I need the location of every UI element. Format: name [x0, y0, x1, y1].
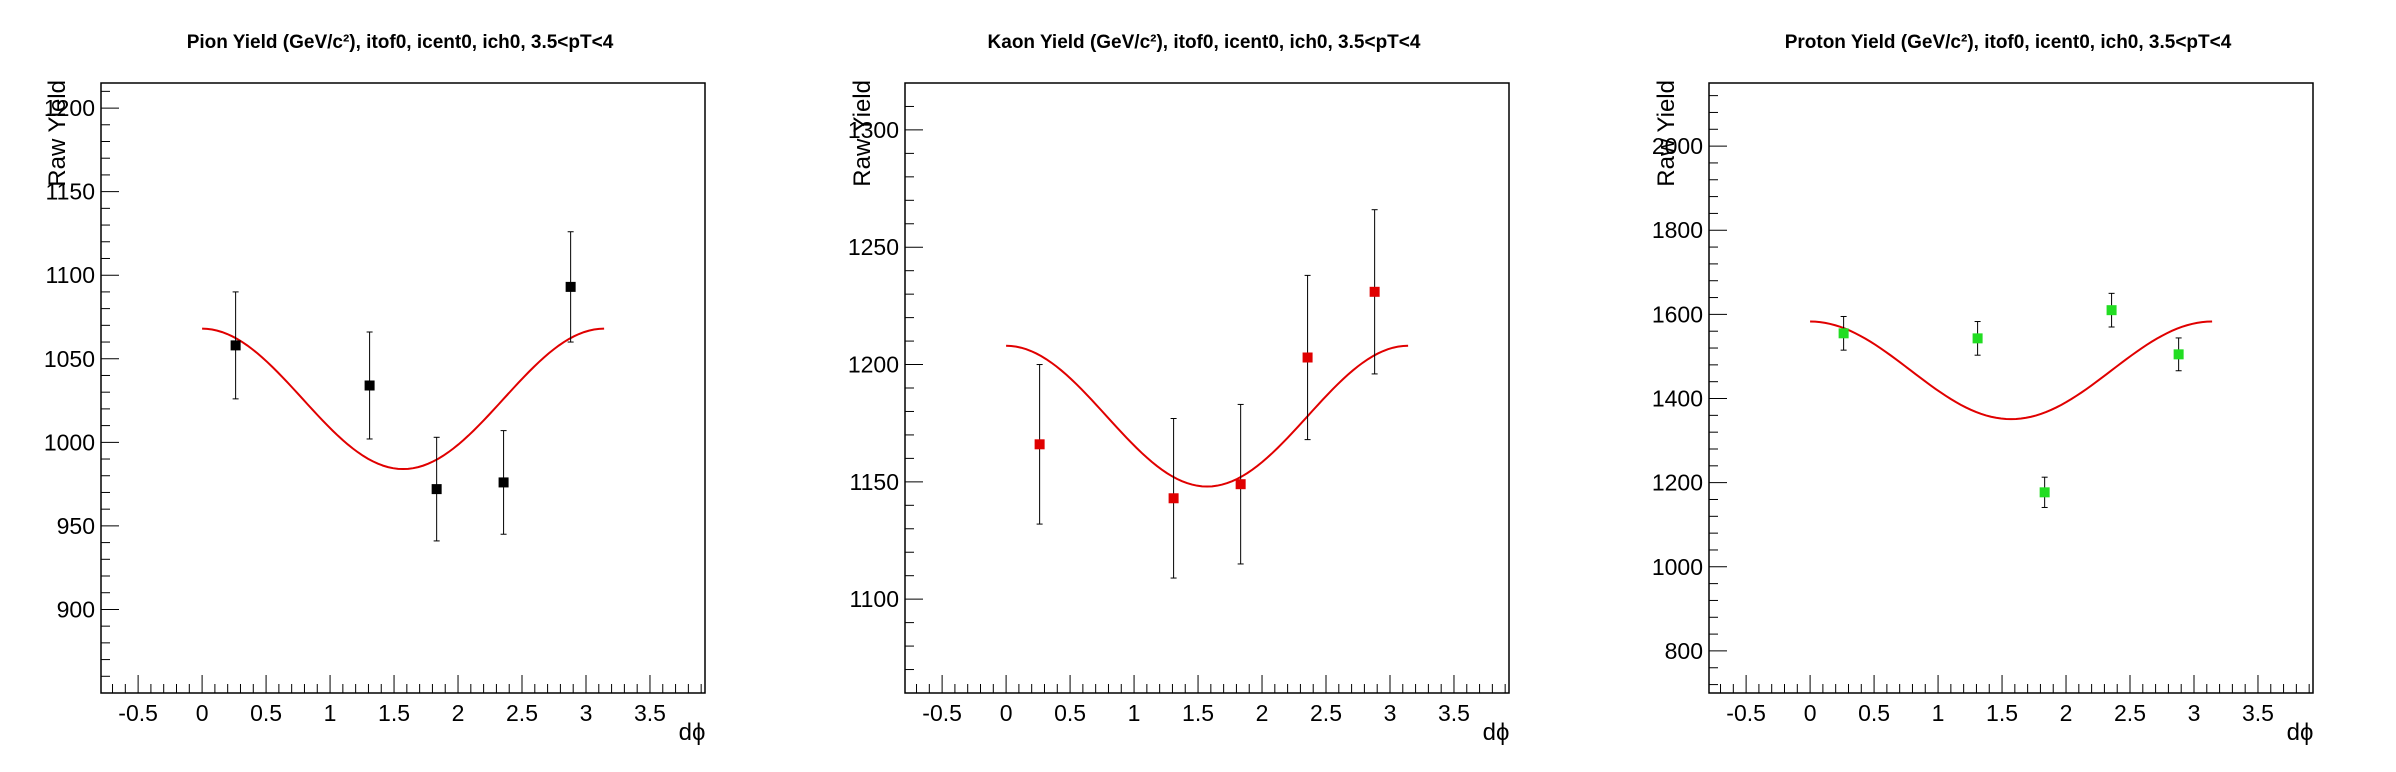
data-point	[431, 484, 442, 495]
data-point	[1369, 286, 1380, 297]
y-tick-label: 1200	[1652, 470, 1703, 496]
data-point	[1168, 493, 1179, 504]
y-tick-label: 900	[57, 596, 95, 622]
x-axis-label: dϕ	[2287, 719, 2314, 746]
fit-curve	[1810, 320, 2213, 421]
fit-curve-group	[1810, 320, 2213, 421]
x-tick-label: 3.5	[1438, 700, 1470, 726]
x-tick-label: 3.5	[634, 700, 666, 726]
y-tick-label: 1250	[848, 234, 899, 260]
y-tick-label: 1050	[44, 346, 95, 372]
y-tick-label: 1400	[1652, 386, 1703, 412]
y-tick-label: 1150	[850, 469, 899, 495]
data-point	[565, 281, 576, 292]
x-tick-label: 2	[452, 700, 465, 726]
x-tick-label: 3	[580, 700, 593, 726]
x-axis: -0.5 0 0.5 1 1.5 2 2.5 3 3.5	[112, 675, 702, 726]
data-points-group	[1838, 292, 2184, 508]
plot-frame	[904, 82, 1510, 694]
data-point	[498, 477, 509, 488]
data-point	[1034, 439, 1045, 450]
y-tick-label: 1200	[44, 95, 95, 121]
y-axis-label: Raw Yield	[1653, 80, 1680, 187]
data-points-group	[1034, 209, 1380, 579]
y-tick-label: 1600	[1652, 301, 1703, 327]
x-tick-label: 3.5	[2242, 700, 2274, 726]
data-point	[230, 340, 241, 351]
y-tick-label: 1100	[46, 262, 95, 288]
y-axis-label: Raw Yield	[44, 80, 71, 187]
y-tick-label: 800	[1665, 638, 1703, 664]
x-tick-label: 2.5	[506, 700, 538, 726]
x-axis: -0.5 0 0.5 1 1.5 2 2.5 3 3.5	[1720, 675, 2310, 726]
plot-frame	[1708, 82, 2314, 694]
x-tick-label: 0.5	[1858, 700, 1890, 726]
panel-pion: Pion Yield (GeV/c²), itof0, icent0, ich0…	[44, 32, 706, 746]
y-axis: 1100 1150 1200 1250 1300	[848, 82, 923, 694]
x-tick-label: 1	[1932, 700, 1945, 726]
data-point	[1972, 333, 1983, 344]
data-point	[2106, 305, 2117, 316]
y-tick-label: 950	[57, 513, 95, 539]
x-axis-label: dϕ	[1483, 719, 1510, 746]
data-point	[1302, 352, 1313, 363]
y-tick-label: 1800	[1652, 217, 1703, 243]
data-points-group	[230, 231, 576, 542]
fit-curve-group	[202, 327, 605, 471]
y-tick-label: 1300	[848, 117, 899, 143]
data-point	[364, 380, 375, 391]
y-tick-label: 1150	[46, 179, 95, 205]
data-point	[1235, 479, 1246, 490]
panel-title: Pion Yield (GeV/c²), itof0, icent0, ich0…	[187, 32, 614, 53]
x-tick-label: 2	[1256, 700, 1269, 726]
x-tick-label: 2.5	[1310, 700, 1342, 726]
x-tick-label: 0	[1804, 700, 1817, 726]
panel-kaon: Kaon Yield (GeV/c²), itof0, icent0, ich0…	[848, 32, 1510, 746]
x-axis-label: dϕ	[679, 719, 706, 746]
x-tick-label: 1.5	[378, 700, 410, 726]
plot-frame	[100, 82, 706, 694]
x-tick-label: 0.5	[250, 700, 282, 726]
y-tick-label: 1200	[848, 352, 899, 378]
y-axis-label: Raw Yield	[849, 80, 876, 187]
data-point	[1838, 328, 1849, 339]
x-tick-label: -0.5	[118, 700, 158, 726]
x-tick-label: 0	[1000, 700, 1013, 726]
x-tick-label: 3	[2188, 700, 2201, 726]
y-tick-label: 1000	[44, 429, 95, 455]
x-tick-label: -0.5	[922, 700, 962, 726]
y-tick-label: 1100	[850, 586, 899, 612]
x-tick-label: 0.5	[1054, 700, 1086, 726]
x-axis: -0.5 0 0.5 1 1.5 2 2.5 3 3.5	[916, 675, 1506, 726]
y-axis: 900 950 1000 1050 1100 1150 1200	[44, 90, 119, 694]
y-axis: 800 1000 1200 1400 1600 1800 2000	[1652, 95, 1727, 686]
x-tick-label: 1	[324, 700, 337, 726]
y-tick-label: 1000	[1652, 554, 1703, 580]
panel-title: Kaon Yield (GeV/c²), itof0, icent0, ich0…	[988, 32, 1421, 53]
x-tick-label: 3	[1384, 700, 1397, 726]
panel-title: Proton Yield (GeV/c²), itof0, icent0, ic…	[1785, 32, 2232, 53]
fit-curve-group	[1006, 344, 1409, 488]
x-tick-label: 1.5	[1182, 700, 1214, 726]
fit-curve	[202, 327, 605, 471]
fit-curve	[1006, 344, 1409, 488]
y-tick-label: 2000	[1652, 133, 1703, 159]
x-tick-label: 2	[2060, 700, 2073, 726]
x-tick-label: 1	[1128, 700, 1141, 726]
data-point	[2173, 349, 2184, 360]
panel-proton: Proton Yield (GeV/c²), itof0, icent0, ic…	[1652, 32, 2314, 746]
x-tick-label: 2.5	[2114, 700, 2146, 726]
x-tick-label: 0	[196, 700, 209, 726]
x-tick-label: -0.5	[1726, 700, 1766, 726]
data-point	[2039, 487, 2050, 498]
x-tick-label: 1.5	[1986, 700, 2018, 726]
